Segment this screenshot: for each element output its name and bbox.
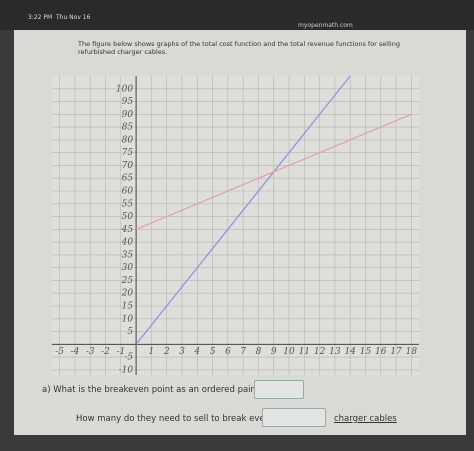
y-tick-label: 95 bbox=[122, 97, 134, 107]
x-tick-label: 16 bbox=[375, 347, 387, 357]
x-tick-label: 18 bbox=[406, 347, 418, 357]
chart: -5 -4 -3 -2 -1 1 2 3 4 5 6 7 8 9 10 11 12 13 14 15 16 17 18-10… bbox=[52, 75, 419, 375]
x-tick-label: -3 bbox=[86, 347, 95, 357]
x-tick-label: 5 bbox=[210, 347, 216, 357]
x-tick-label: 4 bbox=[193, 347, 200, 357]
status-bar: 3:22 PM Thu Nov 16 myopenmath.com bbox=[0, 0, 474, 30]
x-tick-label: 3 bbox=[179, 347, 185, 357]
plot-area bbox=[52, 76, 419, 375]
answer-input[interactable] bbox=[262, 408, 326, 427]
x-tick-label: 17 bbox=[390, 347, 402, 357]
question: How many do they need to sell to break e… bbox=[76, 414, 275, 424]
x-tick-label: 12 bbox=[314, 347, 326, 357]
x-tick-label: -5 bbox=[55, 347, 64, 357]
y-tick-label: 50 bbox=[122, 212, 134, 222]
y-tick-label: 60 bbox=[122, 187, 134, 197]
x-tick-label: 10 bbox=[283, 347, 295, 357]
time: 3:22 PM bbox=[28, 14, 53, 21]
date: Thu Nov 16 bbox=[56, 14, 91, 21]
x-tick-label: 15 bbox=[360, 347, 372, 357]
x-tick-label: 11 bbox=[299, 347, 310, 357]
answer-input[interactable] bbox=[254, 380, 304, 399]
x-tick-label: 7 bbox=[240, 347, 246, 357]
x-tick-label: -2 bbox=[101, 347, 110, 357]
y-tick-label: 85 bbox=[122, 123, 134, 133]
url[interactable]: myopenmath.com bbox=[298, 22, 353, 29]
y-tick-label: 55 bbox=[122, 199, 134, 209]
y-tick-label: 25 bbox=[121, 276, 134, 286]
y-tick-label: 70 bbox=[122, 161, 134, 171]
x-tick-label: 8 bbox=[256, 347, 262, 357]
y-tick-label: 45 bbox=[121, 225, 134, 235]
content: The figure below shows graphs of the tot… bbox=[14, 30, 466, 435]
y-tick-label: 15 bbox=[122, 302, 134, 312]
x-tick-label: 1 bbox=[149, 347, 155, 357]
y-tick-label: 30 bbox=[122, 263, 134, 273]
y-tick-label: 80 bbox=[122, 135, 134, 145]
question: a) What is the breakeven point as an ord… bbox=[42, 385, 259, 395]
y-tick-label: 20 bbox=[121, 289, 134, 299]
series-line bbox=[135, 113, 412, 230]
x-tick-label: 9 bbox=[271, 347, 277, 357]
y-tick-label: 40 bbox=[121, 238, 134, 248]
series-line bbox=[135, 75, 351, 345]
x-tick-label: 2 bbox=[163, 347, 170, 357]
unit-label: charger cables bbox=[334, 414, 397, 424]
x-tick-label: -4 bbox=[71, 347, 80, 357]
y-tick-label: 5 bbox=[127, 327, 133, 337]
x-tick-label: 14 bbox=[344, 347, 356, 357]
y-tick-label: 35 bbox=[122, 250, 134, 260]
x-tick-label: 6 bbox=[225, 347, 231, 357]
prompt: The figure below shows graphs of the tot… bbox=[78, 40, 400, 56]
y-tick-label: 10 bbox=[122, 314, 134, 324]
y-tick-label: 100 bbox=[116, 84, 133, 94]
x-tick-label: -1 bbox=[116, 347, 125, 357]
y-tick-label: 65 bbox=[122, 174, 134, 184]
x-tick-label: 13 bbox=[329, 347, 341, 357]
y-tick-label: 90 bbox=[122, 110, 134, 120]
y-tick-label: 75 bbox=[122, 148, 134, 158]
y-tick-label: -5 bbox=[124, 353, 133, 363]
y-tick-label: -10 bbox=[119, 365, 134, 375]
